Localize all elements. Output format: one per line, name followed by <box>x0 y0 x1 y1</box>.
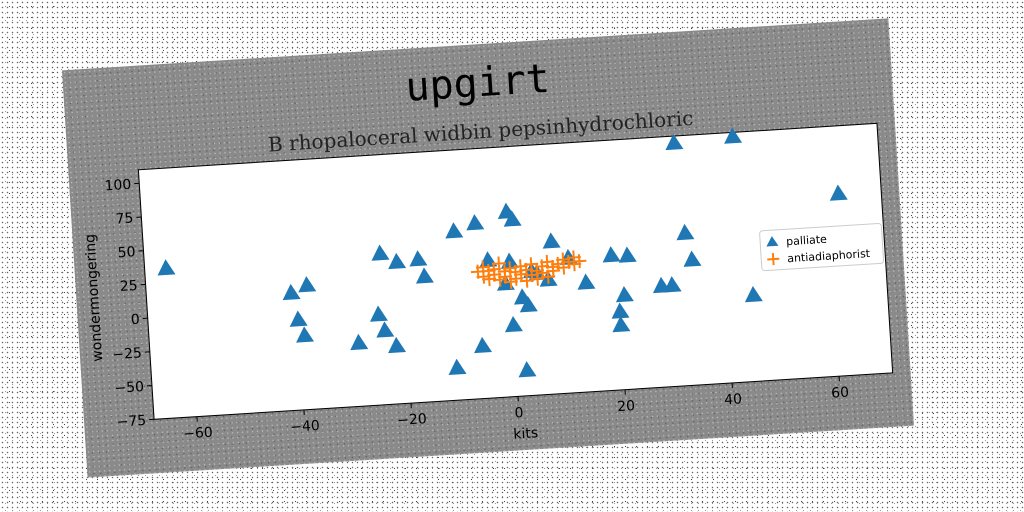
legend-plus-icon <box>767 253 780 266</box>
y-tick-label: 75 <box>115 211 134 228</box>
triangle-point <box>542 232 561 249</box>
legend-label: antiadiaphorist <box>787 247 871 265</box>
chart-figure: upgirt B rhopaloceral widbin pepsinhydro… <box>62 18 914 478</box>
x-tick-label: −20 <box>397 411 427 429</box>
triangle-point <box>683 250 702 267</box>
y-axis-label: wondermongering <box>82 233 106 362</box>
triangle-point <box>500 252 519 269</box>
x-tick-label: −40 <box>290 418 320 436</box>
triangle-point <box>448 358 467 376</box>
legend-triangle-icon <box>766 236 779 247</box>
triangle-point <box>388 252 407 270</box>
triangle-point <box>289 310 308 327</box>
triangle-point <box>282 283 301 301</box>
triangle-point <box>157 259 176 276</box>
triangle-point <box>611 302 630 319</box>
x-axis-label: kits <box>513 425 539 443</box>
triangle-point <box>376 321 395 338</box>
x-axis: −60 −40 −20 0 20 40 60 <box>183 376 850 443</box>
triangle-point <box>676 223 695 241</box>
y-tick-label: 0 <box>130 312 140 329</box>
triangle-point <box>602 246 621 263</box>
plus-point <box>491 256 506 271</box>
chart-title: upgirt <box>404 56 551 111</box>
triangle-point <box>504 315 523 333</box>
triangle-point <box>665 133 684 151</box>
triangle-point <box>350 333 369 351</box>
triangle-point <box>663 276 682 293</box>
scatter-chart: upgirt B rhopaloceral widbin pepsinhydro… <box>82 56 894 443</box>
x-tick-label: 60 <box>831 385 850 402</box>
triangle-point <box>296 326 315 343</box>
y-tick-label: −50 <box>114 379 144 397</box>
triangle-point <box>503 210 522 227</box>
triangle-point <box>369 305 388 322</box>
y-tick-label: −25 <box>112 345 142 363</box>
triangle-point <box>371 244 390 261</box>
y-tick-label: 25 <box>119 278 138 295</box>
triangle-point <box>829 184 848 201</box>
triangle-point <box>409 250 428 267</box>
x-tick-label: 0 <box>514 405 524 422</box>
triangle-point <box>474 336 493 354</box>
triangle-point <box>519 296 538 313</box>
plus-point <box>572 254 587 269</box>
triangle-point <box>445 222 464 239</box>
y-tick-label: 50 <box>117 244 136 261</box>
data-points <box>157 127 848 378</box>
legend-entry: palliate <box>766 233 828 249</box>
triangle-point <box>744 285 763 303</box>
triangle-point <box>615 285 634 303</box>
triangle-point <box>298 276 317 293</box>
triangle-point <box>388 336 407 354</box>
legend-entry: antiadiaphorist <box>767 247 871 266</box>
y-axis: −75 −50 −25 0 25 50 75 100 <box>104 177 155 431</box>
triangle-point <box>466 214 485 231</box>
triangle-point <box>518 361 537 378</box>
y-tick-label: 100 <box>104 177 132 195</box>
legend-box <box>759 222 885 272</box>
triangle-point <box>612 315 631 333</box>
triangle-point <box>577 273 596 290</box>
triangle-point <box>724 127 743 144</box>
legend-label: palliate <box>786 233 828 249</box>
series-antiadiaphorist <box>470 250 587 289</box>
x-tick-label: 20 <box>617 398 636 415</box>
x-tick-label: 40 <box>724 391 743 408</box>
triangle-point <box>618 246 637 263</box>
x-tick-label: −60 <box>183 425 213 443</box>
y-tick-label: −75 <box>116 413 146 431</box>
triangle-point <box>415 267 434 284</box>
